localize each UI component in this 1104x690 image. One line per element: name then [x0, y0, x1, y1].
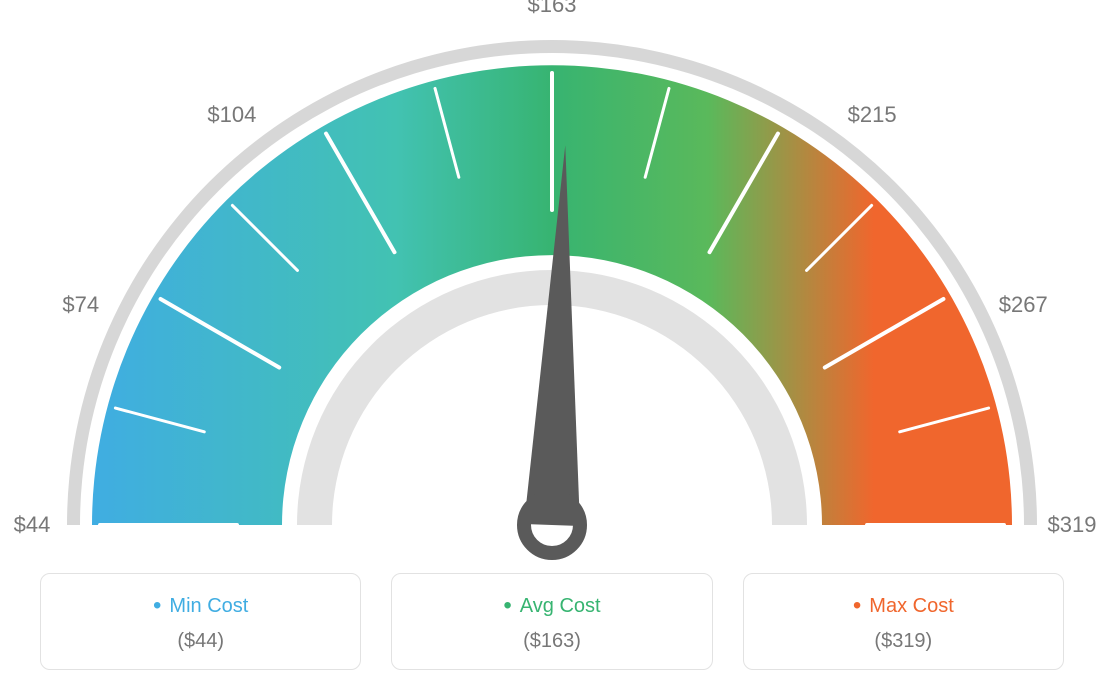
legend-avg-value: ($163) — [402, 630, 701, 653]
cost-gauge-container: $44 $74 $104 $163 $215 $267 $319 Min Cost ($44… — [0, 0, 1104, 690]
legend-max-label: Max Cost — [754, 592, 1053, 620]
legend-max-value: ($319) — [754, 630, 1053, 653]
gauge-tick-label: $319 — [1048, 512, 1097, 538]
legend-card-max: Max Cost ($319) — [743, 573, 1064, 670]
legend-card-min: Min Cost ($44) — [40, 573, 361, 670]
gauge-tick-label: $44 — [14, 512, 51, 538]
gauge-tick-label: $163 — [528, 0, 577, 18]
legend-card-avg: Avg Cost ($163) — [391, 573, 712, 670]
legend-min-label: Min Cost — [51, 592, 350, 620]
gauge-tick-label: $104 — [207, 102, 256, 128]
gauge-tick-label: $267 — [999, 292, 1048, 318]
gauge-chart: $44 $74 $104 $163 $215 $267 $319 — [0, 0, 1104, 560]
legend-min-value: ($44) — [51, 630, 350, 653]
gauge-tick-label: $215 — [848, 102, 897, 128]
legend-avg-label: Avg Cost — [402, 592, 701, 620]
legend-row: Min Cost ($44) Avg Cost ($163) Max Cost … — [40, 573, 1064, 670]
gauge-tick-label: $74 — [62, 292, 99, 318]
